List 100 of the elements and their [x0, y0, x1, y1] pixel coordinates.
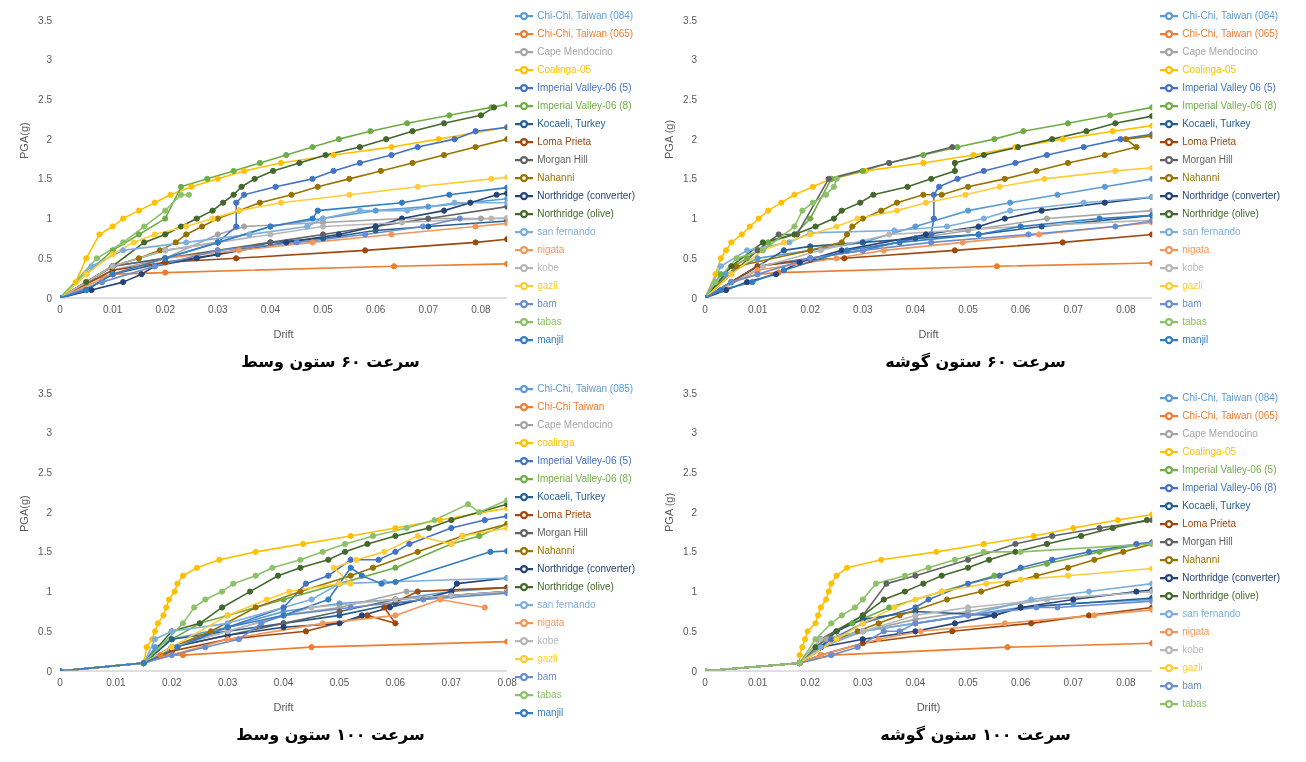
legend-label: bam — [537, 297, 557, 309]
legend-label: manjil — [537, 333, 564, 345]
legend-label: Coalinga-05 — [1182, 63, 1237, 75]
y-tick-label: 2.5 — [38, 93, 53, 105]
legend-label: san fernando — [537, 598, 596, 610]
x-axis-title: Drift) — [916, 701, 941, 713]
x-tick-label: 0.08 — [497, 677, 518, 689]
legend-label: Morgan Hill — [537, 526, 588, 538]
legend-label: nigata — [537, 243, 565, 255]
y-axis-title: PGA(g) — [17, 495, 30, 532]
y-tick-label: 1 — [46, 213, 53, 225]
x-tick-label: 0 — [57, 304, 64, 316]
x-tick-label: 0.02 — [162, 677, 182, 689]
x-tick-label: 0.01 — [102, 304, 123, 316]
legend-label: Imperial Valley 06 (5) — [1182, 81, 1276, 93]
legend-label: Northridge (converter) — [537, 189, 635, 201]
legend-label: gazli — [1182, 661, 1203, 673]
legend-label: Loma Prieta — [537, 508, 592, 520]
x-tick-label: 0.03 — [853, 677, 873, 689]
legend-label: Morgan Hill — [1182, 535, 1233, 547]
legend-label: Cape Mendocino — [537, 418, 613, 430]
legend-label: kobe — [537, 261, 559, 273]
legend-label: Imperial Valley-06 (8) — [537, 472, 632, 484]
legend-label: kobe — [1182, 261, 1204, 273]
legend-label: coalinga — [537, 436, 575, 448]
x-tick-label: 0.02 — [155, 304, 176, 316]
x-tick-label: 0.01 — [747, 677, 768, 689]
text: سرعت ۱۰۰ ستون وسط — [235, 725, 426, 744]
legend-label: Imperial Valley-06 (8) — [1182, 99, 1277, 111]
y-tick-label: 1.5 — [38, 546, 53, 558]
y-tick-label: 3.5 — [38, 14, 53, 26]
legend-label: Morgan Hill — [1182, 153, 1233, 165]
x-tick-label: 0.02 — [800, 304, 821, 316]
legend-label: Imperial Valley-06 (5) — [537, 81, 632, 93]
x-tick-label: 0.07 — [1063, 677, 1084, 689]
y-tick-label: 2 — [691, 506, 698, 518]
x-axis-title: Drift — [273, 701, 294, 713]
y-axis-title: PGA (g) — [662, 492, 675, 532]
legend-label: gazli — [537, 652, 558, 664]
x-axis-title: Drift — [918, 328, 939, 340]
x-tick-label: 0.04 — [905, 304, 926, 316]
legend-label: Cape Mendocino — [537, 45, 613, 57]
legend-label: gazli — [537, 279, 558, 291]
y-tick-label: 3 — [46, 427, 53, 439]
legend-label: Cape Mendocino — [1182, 45, 1258, 57]
y-tick-label: 3.5 — [683, 387, 698, 399]
legend-label: Chi-Chi, Taiwan (084) — [537, 9, 634, 21]
legend-label: Imperial Valley-06 (8) — [1182, 481, 1277, 493]
y-tick-label: 2.5 — [38, 466, 53, 478]
legend-label: tabas — [1182, 697, 1207, 709]
y-axis-title: PGA(g) — [17, 122, 30, 159]
y-tick-label: 1 — [691, 213, 698, 225]
legend-label: Chi-Chi, Taiwan (085) — [537, 382, 634, 394]
legend-label: Imperial Valley-06 (5) — [537, 454, 632, 466]
x-tick-label: 0 — [57, 677, 64, 689]
legend-label: san fernando — [1182, 225, 1241, 237]
x-tick-label: 0.05 — [958, 677, 979, 689]
legend-label: Nahanni — [1182, 171, 1220, 183]
x-tick-label: 0.04 — [273, 677, 294, 689]
legend-label: Imperial Valley-06 (5) — [1182, 463, 1277, 475]
legend-label: bam — [537, 670, 557, 682]
legend-label: tabas — [537, 315, 562, 327]
y-tick-label: 3 — [691, 427, 698, 439]
legend-label: Kocaeli, Turkey — [537, 490, 606, 502]
x-tick-label: 0.06 — [385, 677, 406, 689]
y-tick-label: 2 — [691, 133, 698, 145]
y-tick-label: 3 — [691, 54, 698, 66]
y-tick-label: 1 — [46, 586, 53, 598]
y-tick-label: 2 — [46, 506, 53, 518]
legend-label: san fernando — [537, 225, 596, 237]
legend-label: tabas — [1182, 315, 1207, 327]
legend-label: manjil — [537, 706, 564, 718]
x-tick-label: 0 — [702, 304, 709, 316]
text: سرعت ۶۰ ستون گوشه — [884, 352, 1067, 371]
x-tick-label: 0.03 — [853, 304, 873, 316]
legend-label: bam — [1182, 297, 1202, 309]
legend-label: bam — [1182, 679, 1202, 691]
x-tick-label: 0.07 — [1063, 304, 1084, 316]
y-tick-label: 2.5 — [683, 93, 698, 105]
legend-label: Nahanni — [537, 171, 575, 183]
y-tick-label: 2 — [46, 133, 53, 145]
x-tick-label: 0.06 — [1010, 304, 1031, 316]
x-tick-label: 0.07 — [441, 677, 462, 689]
y-tick-label: 0 — [691, 665, 698, 677]
legend-label: Chi-Chi Taiwan — [537, 400, 605, 412]
x-tick-label: 0.06 — [1010, 677, 1031, 689]
legend-label: Loma Prieta — [1182, 135, 1237, 147]
legend-label: Coalinga-05 — [537, 63, 592, 75]
legend-label: Northridge (converter) — [537, 562, 635, 574]
y-tick-label: 0.5 — [38, 625, 53, 637]
x-tick-label: 0.03 — [208, 304, 228, 316]
y-tick-label: 1.5 — [38, 173, 53, 185]
legend-label: Morgan Hill — [537, 153, 588, 165]
legend-label: Kocaeli, Turkey — [1182, 499, 1251, 511]
legend-label: Coalinga-05 — [1182, 445, 1237, 457]
x-tick-label: 0.01 — [106, 677, 127, 689]
y-tick-label: 1 — [691, 586, 698, 598]
legend-label: san fernando — [1182, 607, 1241, 619]
legend-label: Chi-Chi, Taiwan (065) — [537, 27, 634, 39]
x-tick-label: 0.02 — [800, 677, 821, 689]
